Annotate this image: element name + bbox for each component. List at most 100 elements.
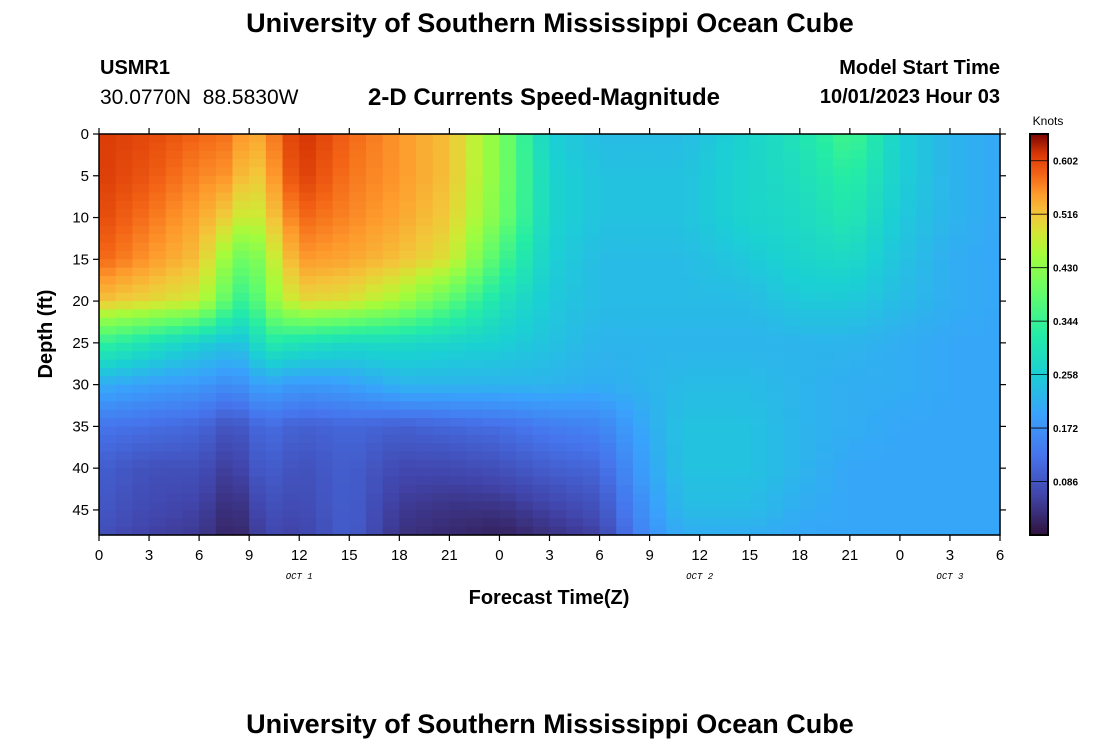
- heatmap-cell: [349, 376, 367, 386]
- heatmap-cell: [332, 426, 350, 436]
- heatmap-cell: [949, 301, 968, 311]
- heatmap-cell: [532, 175, 551, 185]
- heatmap-cell: [365, 200, 384, 210]
- heatmap-cell: [399, 392, 417, 402]
- heatmap-cell: [349, 434, 367, 444]
- heatmap-cell: [365, 468, 384, 478]
- heatmap-cell: [332, 250, 350, 260]
- heatmap-cell: [599, 418, 617, 427]
- heatmap-cell: [549, 217, 567, 227]
- heatmap-cell: [466, 443, 484, 453]
- heatmap-cell: [699, 376, 717, 386]
- heatmap-cell: [516, 484, 534, 494]
- heatmap-cell: [766, 351, 784, 361]
- heatmap-cell: [566, 476, 584, 486]
- heatmap-cell: [849, 276, 868, 285]
- heatmap-cell: [949, 418, 968, 427]
- heatmap-cell: [749, 468, 768, 478]
- heatmap-cell: [149, 167, 167, 177]
- heatmap-cell: [599, 192, 617, 202]
- heatmap-cell: [232, 401, 250, 411]
- heatmap-cell: [849, 292, 868, 302]
- heatmap-cell: [549, 200, 567, 210]
- heatmap-cell: [566, 484, 584, 494]
- heatmap-cell: [382, 234, 400, 244]
- heatmap-cell: [916, 134, 934, 143]
- heatmap-cell: [549, 501, 567, 511]
- heatmap-cell: [749, 159, 768, 169]
- heatmap-cell: [299, 301, 317, 311]
- heatmap-cell: [416, 526, 434, 536]
- heatmap-cell: [966, 484, 984, 494]
- heatmap-cell: [516, 351, 534, 361]
- heatmap-cell: [365, 301, 384, 311]
- heatmap-cell: [165, 217, 184, 227]
- heatmap-cell: [399, 434, 417, 444]
- heatmap-cell: [582, 184, 601, 194]
- heatmap-cell: [949, 409, 968, 419]
- heatmap-cell: [349, 284, 367, 294]
- heatmap-cell: [132, 401, 150, 411]
- heatmap-cell: [516, 518, 534, 528]
- heatmap-cell: [566, 225, 584, 235]
- heatmap-cell: [382, 459, 400, 469]
- heatmap-cell: [582, 342, 601, 352]
- heatmap-cell: [866, 292, 884, 302]
- heatmap-cell: [215, 150, 234, 160]
- heatmap-cell: [549, 409, 567, 419]
- heatmap-cell: [949, 175, 968, 185]
- heatmap-cell: [215, 468, 234, 478]
- heatmap-cell: [916, 518, 934, 528]
- heatmap-cell: [582, 376, 601, 386]
- heatmap-cell: [549, 159, 567, 169]
- heatmap-cell: [199, 301, 217, 311]
- heatmap-cell: [599, 451, 617, 461]
- heatmap-cell: [582, 367, 601, 377]
- heatmap-cell: [215, 426, 234, 436]
- heatmap-cell: [749, 434, 768, 444]
- heatmap-cell: [666, 451, 684, 461]
- heatmap-cell: [933, 476, 951, 486]
- heatmap-cell: [783, 342, 801, 352]
- heatmap-cell: [799, 376, 818, 386]
- heatmap-cell: [232, 134, 250, 143]
- heatmap-cell: [432, 301, 450, 311]
- heatmap-cell: [616, 209, 634, 219]
- heatmap-cell: [165, 184, 184, 194]
- heatmap-cell: [516, 451, 534, 461]
- heatmap-cell: [382, 259, 400, 269]
- heatmap-cell: [365, 392, 384, 402]
- heatmap-cell: [866, 209, 884, 219]
- heatmap-cell: [699, 401, 717, 411]
- heatmap-cell: [849, 200, 868, 210]
- heatmap-cell: [516, 392, 534, 402]
- heatmap-cell: [632, 234, 651, 244]
- heatmap-cell: [582, 284, 601, 294]
- heatmap-cell: [983, 334, 1001, 344]
- heatmap-cell: [632, 284, 651, 294]
- station-id: USMR1: [100, 57, 171, 79]
- heatmap-cell: [966, 250, 984, 260]
- heatmap-cell: [983, 159, 1001, 169]
- heatmap-cell: [849, 142, 868, 152]
- heatmap-cell: [966, 150, 984, 160]
- heatmap-cell: [232, 175, 250, 185]
- heatmap-cell: [966, 342, 984, 352]
- heatmap-cell: [332, 518, 350, 528]
- heatmap-cell: [466, 267, 484, 277]
- heatmap-cell: [699, 334, 717, 344]
- heatmap-cell: [733, 159, 751, 169]
- heatmap-cell: [816, 351, 834, 361]
- heatmap-cell: [849, 476, 868, 486]
- heatmap-cell: [616, 317, 634, 327]
- heatmap-cell: [499, 501, 517, 511]
- heatmap-cell: [599, 334, 617, 344]
- heatmap-cell: [249, 250, 267, 260]
- heatmap-cell: [466, 342, 484, 352]
- heatmap-cell: [666, 301, 684, 311]
- heatmap-cell: [315, 493, 334, 503]
- heatmap-cell: [849, 351, 868, 361]
- heatmap-cell: [749, 392, 768, 402]
- heatmap-cell: [282, 484, 300, 494]
- heatmap-cell: [549, 334, 567, 344]
